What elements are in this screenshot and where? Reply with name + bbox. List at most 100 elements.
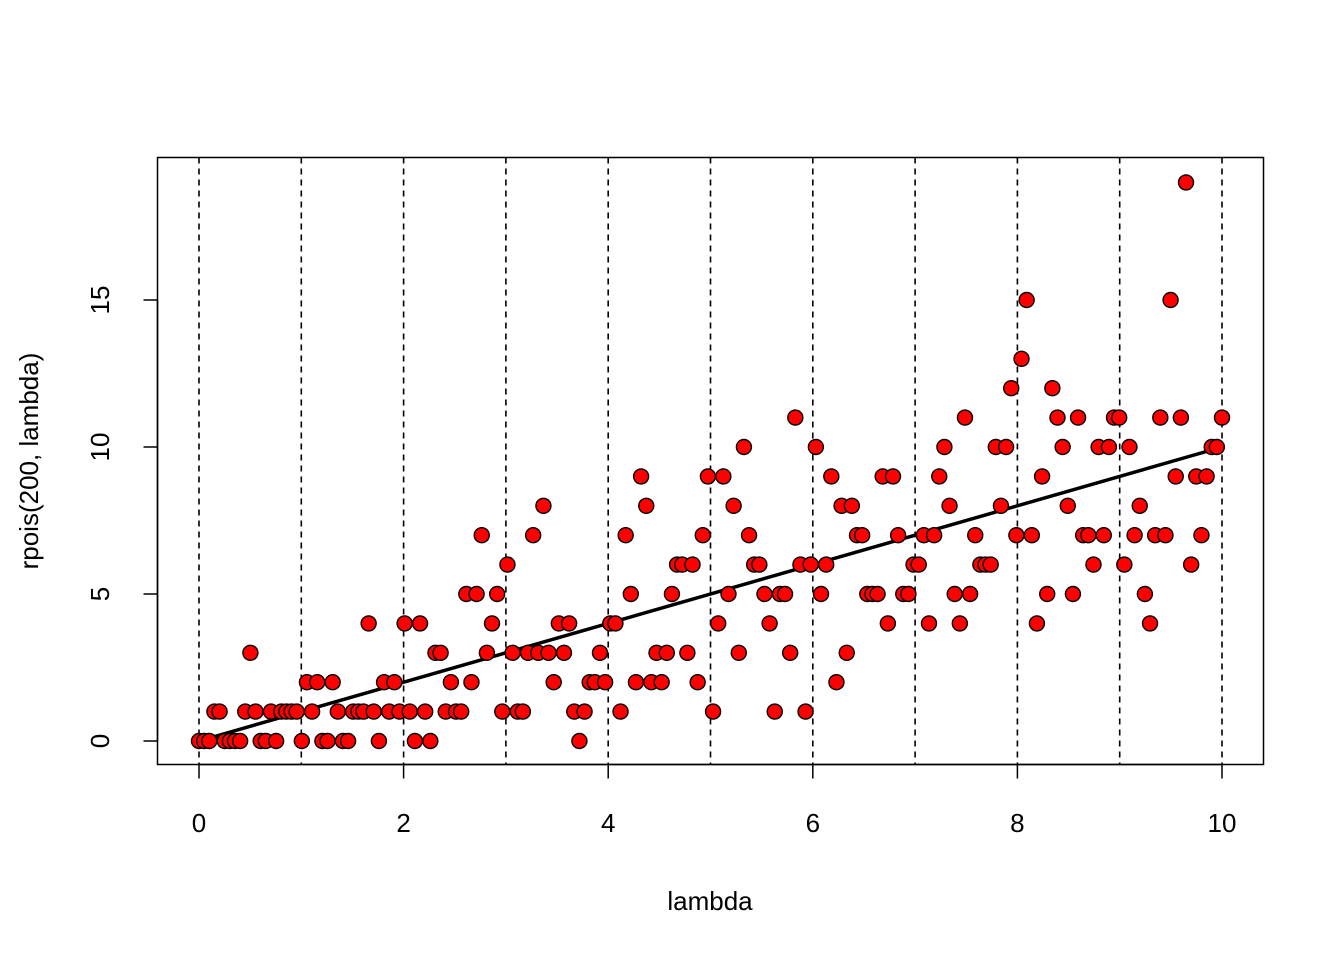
data-point	[612, 703, 629, 720]
data-point	[694, 527, 711, 544]
data-point	[288, 703, 305, 720]
data-point	[946, 585, 963, 603]
data-point	[396, 615, 413, 632]
data-point	[1039, 585, 1056, 603]
data-point	[884, 468, 902, 485]
data-point	[869, 585, 886, 603]
data-point	[725, 497, 742, 514]
data-point	[812, 585, 830, 603]
data-point	[591, 644, 609, 661]
data-point	[360, 615, 377, 632]
data-point	[422, 732, 439, 750]
data-point	[730, 644, 747, 661]
data-point	[432, 644, 449, 661]
data-point	[756, 585, 773, 603]
data-point	[1198, 468, 1215, 485]
data-point	[231, 732, 249, 750]
data-point	[504, 644, 521, 661]
data-point	[627, 674, 645, 691]
data-point	[679, 644, 696, 661]
y-axis-label: rpois(200, lambda)	[14, 353, 44, 570]
data-point	[1085, 556, 1102, 573]
data-point	[787, 409, 804, 426]
data-point	[1167, 468, 1184, 485]
data-point	[1008, 527, 1025, 544]
data-point	[720, 585, 737, 603]
data-point	[1100, 438, 1118, 456]
data-point	[1121, 438, 1138, 456]
data-point	[571, 732, 588, 750]
data-point	[1162, 291, 1179, 309]
data-point	[658, 644, 676, 661]
y-tick-label: 15	[85, 286, 115, 315]
data-point	[828, 674, 845, 691]
data-point	[1095, 527, 1112, 544]
data-point	[843, 497, 861, 514]
data-point	[473, 527, 490, 544]
data-point	[1136, 585, 1154, 603]
data-point	[596, 674, 614, 691]
data-point	[386, 674, 403, 691]
data-points	[190, 174, 1231, 750]
data-point	[483, 615, 501, 632]
data-point	[653, 674, 670, 691]
data-point	[1126, 527, 1143, 544]
data-point	[560, 615, 578, 632]
data-point	[807, 438, 825, 456]
data-point	[781, 644, 799, 661]
x-axis: 0 2 4 6 8 10	[192, 763, 1237, 838]
data-point	[663, 585, 681, 603]
data-point	[211, 703, 228, 720]
data-point	[1152, 409, 1169, 426]
data-point	[329, 703, 346, 720]
data-point	[1172, 409, 1190, 426]
data-point	[936, 438, 953, 456]
data-point	[931, 468, 948, 485]
data-point	[1023, 527, 1040, 544]
data-point	[925, 527, 943, 544]
data-point	[638, 497, 655, 514]
data-point	[319, 732, 336, 750]
data-point	[303, 703, 321, 720]
data-point	[242, 644, 259, 661]
data-point	[797, 703, 814, 720]
data-point	[535, 497, 552, 514]
data-point	[370, 732, 388, 750]
data-point	[1054, 438, 1071, 456]
y-axis: 0 5 10 15	[85, 286, 159, 748]
data-point	[740, 527, 758, 544]
data-point	[982, 556, 999, 573]
data-point	[401, 703, 418, 720]
data-point	[555, 644, 573, 661]
data-point	[961, 585, 979, 603]
data-point	[463, 674, 480, 691]
data-point	[1131, 497, 1148, 514]
data-point	[514, 703, 532, 720]
x-tick-label: 10	[1208, 808, 1237, 838]
data-point	[997, 438, 1015, 456]
data-point	[576, 703, 593, 720]
x-tick-label: 6	[806, 808, 820, 838]
data-point	[1177, 174, 1195, 191]
data-point	[941, 497, 958, 514]
data-point	[499, 556, 516, 573]
data-point	[494, 703, 511, 720]
data-point	[992, 497, 1010, 514]
data-point	[632, 468, 650, 485]
data-point	[1208, 438, 1226, 456]
data-point	[545, 674, 562, 691]
data-point	[524, 527, 542, 544]
data-point	[1028, 615, 1046, 632]
x-tick-label: 2	[396, 808, 410, 838]
data-point	[776, 585, 794, 603]
data-point	[823, 468, 840, 485]
data-point	[622, 585, 640, 603]
data-point	[1064, 585, 1082, 603]
data-point	[468, 585, 485, 603]
data-point	[766, 703, 783, 720]
x-tick-label: 0	[192, 808, 206, 838]
data-point	[704, 703, 722, 720]
data-point	[910, 556, 927, 573]
y-tick-label: 10	[85, 433, 115, 462]
